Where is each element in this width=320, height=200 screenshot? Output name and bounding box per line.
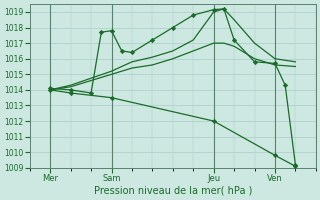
X-axis label: Pression niveau de la mer( hPa ): Pression niveau de la mer( hPa ) (94, 186, 252, 196)
